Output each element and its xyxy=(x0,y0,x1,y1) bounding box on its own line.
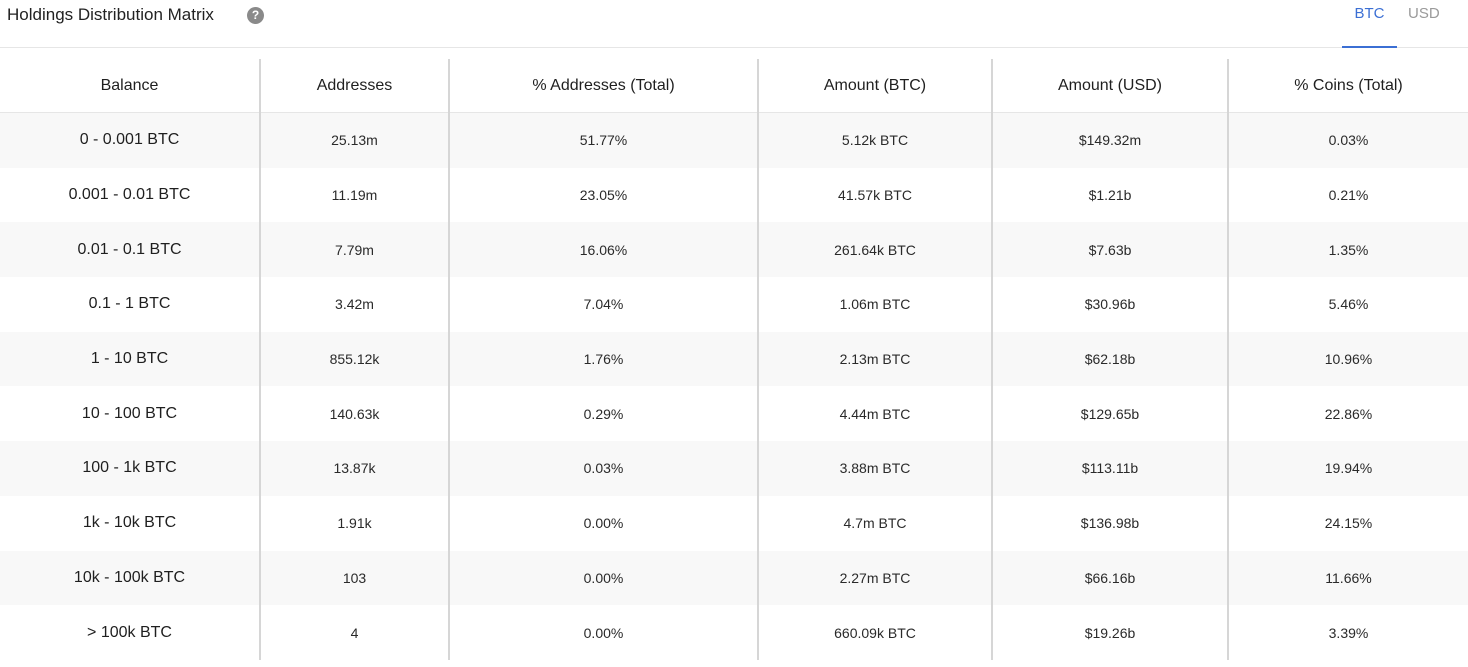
table-row: 1 - 10 BTC 855.12k 1.76% 2.13m BTC $62.1… xyxy=(0,331,1468,387)
pct-coins-cell: 11.66% xyxy=(1227,550,1468,606)
table-row: 0 - 0.001 BTC 25.13m 51.77% 5.12k BTC $1… xyxy=(0,112,1468,168)
pct-coins-cell: 1.35% xyxy=(1227,222,1468,278)
amount-usd-cell: $30.96b xyxy=(991,277,1228,332)
addresses-cell: 11.19m xyxy=(259,167,449,223)
pct-coins-cell: 0.21% xyxy=(1227,167,1468,223)
table-row: 0.01 - 0.1 BTC 7.79m 16.06% 261.64k BTC … xyxy=(0,222,1468,278)
holdings-table: Balance Addresses % Addresses (Total) Am… xyxy=(0,59,1468,660)
amount-usd-cell: $7.63b xyxy=(991,222,1228,278)
pct-coins-cell: 19.94% xyxy=(1227,441,1468,496)
amount-btc-cell: 660.09k BTC xyxy=(757,605,992,660)
balance-cell: 100 - 1k BTC xyxy=(0,441,260,496)
pct-addresses-cell: 0.00% xyxy=(448,495,758,551)
pct-addresses-cell: 7.04% xyxy=(448,277,758,332)
pct-addresses-cell: 16.06% xyxy=(448,222,758,278)
balance-cell: 0 - 0.001 BTC xyxy=(0,112,260,168)
panel-header: Holdings Distribution Matrix ? BTC USD xyxy=(0,0,1468,48)
amount-btc-cell: 41.57k BTC xyxy=(757,167,992,223)
column-header-balance[interactable]: Balance xyxy=(0,59,260,113)
table-row: 10k - 100k BTC 103 0.00% 2.27m BTC $66.1… xyxy=(0,550,1468,606)
pct-addresses-cell: 51.77% xyxy=(448,112,758,168)
amount-btc-cell: 2.27m BTC xyxy=(757,550,992,606)
addresses-cell: 3.42m xyxy=(259,277,449,332)
addresses-cell: 7.79m xyxy=(259,222,449,278)
balance-cell: 10 - 100 BTC xyxy=(0,386,260,442)
balance-cell: 0.001 - 0.01 BTC xyxy=(0,167,260,223)
amount-usd-cell: $62.18b xyxy=(991,331,1228,387)
pct-addresses-cell: 23.05% xyxy=(448,167,758,223)
tab-btc[interactable]: BTC xyxy=(1342,5,1397,48)
tab-usd[interactable]: USD xyxy=(1408,5,1440,22)
pct-coins-cell: 22.86% xyxy=(1227,386,1468,442)
column-header-pct-coins[interactable]: % Coins (Total) xyxy=(1227,59,1468,113)
amount-btc-cell: 5.12k BTC xyxy=(757,112,992,168)
table-header-row: Balance Addresses % Addresses (Total) Am… xyxy=(0,59,1468,113)
amount-usd-cell: $66.16b xyxy=(991,550,1228,606)
amount-usd-cell: $19.26b xyxy=(991,605,1228,660)
amount-usd-cell: $129.65b xyxy=(991,386,1228,442)
amount-btc-cell: 1.06m BTC xyxy=(757,277,992,332)
addresses-cell: 855.12k xyxy=(259,331,449,387)
table-row: 100 - 1k BTC 13.87k 0.03% 3.88m BTC $113… xyxy=(0,441,1468,496)
pct-coins-cell: 24.15% xyxy=(1227,495,1468,551)
pct-coins-cell: 3.39% xyxy=(1227,605,1468,660)
table-row: > 100k BTC 4 0.00% 660.09k BTC $19.26b 3… xyxy=(0,605,1468,660)
pct-coins-cell: 5.46% xyxy=(1227,277,1468,332)
pct-coins-cell: 0.03% xyxy=(1227,112,1468,168)
addresses-cell: 140.63k xyxy=(259,386,449,442)
amount-usd-cell: $136.98b xyxy=(991,495,1228,551)
table-row: 1k - 10k BTC 1.91k 0.00% 4.7m BTC $136.9… xyxy=(0,495,1468,551)
pct-addresses-cell: 0.03% xyxy=(448,441,758,496)
table-row: 0.1 - 1 BTC 3.42m 7.04% 1.06m BTC $30.96… xyxy=(0,277,1468,332)
table-row: 0.001 - 0.01 BTC 11.19m 23.05% 41.57k BT… xyxy=(0,167,1468,223)
amount-btc-cell: 4.7m BTC xyxy=(757,495,992,551)
addresses-cell: 103 xyxy=(259,550,449,606)
balance-cell: 0.01 - 0.1 BTC xyxy=(0,222,260,278)
amount-btc-cell: 4.44m BTC xyxy=(757,386,992,442)
balance-cell: 1k - 10k BTC xyxy=(0,495,260,551)
table-row: 10 - 100 BTC 140.63k 0.29% 4.44m BTC $12… xyxy=(0,386,1468,442)
amount-usd-cell: $1.21b xyxy=(991,167,1228,223)
column-header-amount-btc[interactable]: Amount (BTC) xyxy=(757,59,992,113)
column-header-pct-addresses[interactable]: % Addresses (Total) xyxy=(448,59,758,113)
balance-cell: > 100k BTC xyxy=(0,605,260,660)
pct-addresses-cell: 0.00% xyxy=(448,605,758,660)
balance-cell: 1 - 10 BTC xyxy=(0,331,260,387)
pct-addresses-cell: 0.29% xyxy=(448,386,758,442)
addresses-cell: 13.87k xyxy=(259,441,449,496)
amount-btc-cell: 2.13m BTC xyxy=(757,331,992,387)
addresses-cell: 4 xyxy=(259,605,449,660)
amount-btc-cell: 3.88m BTC xyxy=(757,441,992,496)
page-title: Holdings Distribution Matrix xyxy=(7,5,214,24)
amount-usd-cell: $113.11b xyxy=(991,441,1228,496)
balance-cell: 10k - 100k BTC xyxy=(0,550,260,606)
amount-btc-cell: 261.64k BTC xyxy=(757,222,992,278)
pct-addresses-cell: 1.76% xyxy=(448,331,758,387)
balance-cell: 0.1 - 1 BTC xyxy=(0,277,260,332)
pct-addresses-cell: 0.00% xyxy=(448,550,758,606)
pct-coins-cell: 10.96% xyxy=(1227,331,1468,387)
column-header-amount-usd[interactable]: Amount (USD) xyxy=(991,59,1228,113)
amount-usd-cell: $149.32m xyxy=(991,112,1228,168)
addresses-cell: 25.13m xyxy=(259,112,449,168)
column-header-addresses[interactable]: Addresses xyxy=(259,59,449,113)
help-icon[interactable]: ? xyxy=(247,7,264,24)
addresses-cell: 1.91k xyxy=(259,495,449,551)
